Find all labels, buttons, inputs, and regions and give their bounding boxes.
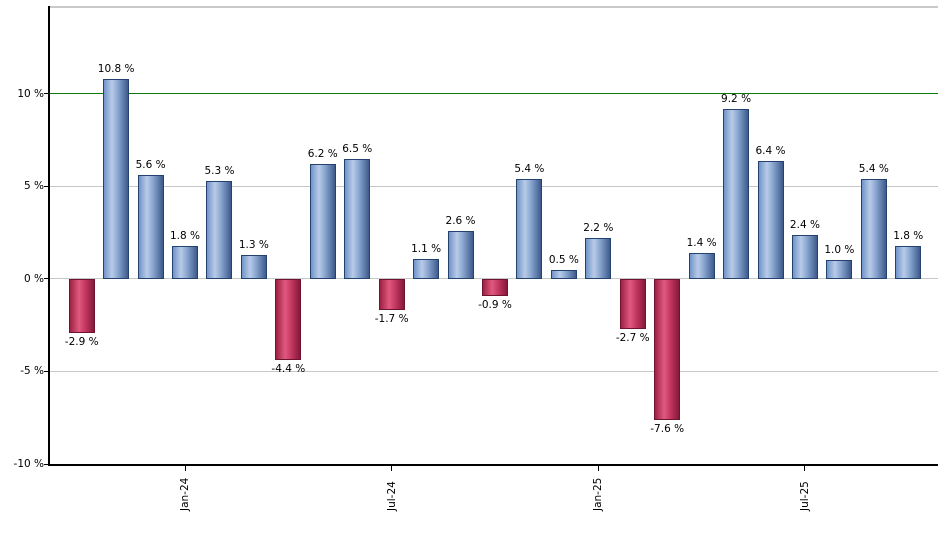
bar-value-label: -2.7 % — [615, 331, 650, 344]
positive-return-bar — [860, 179, 887, 279]
x-tick-mark — [184, 466, 186, 471]
x-axis-line — [48, 464, 938, 466]
y-axis-line — [48, 6, 50, 466]
x-tick-mark — [804, 466, 806, 471]
x-tick-mark — [391, 466, 393, 471]
positive-return-bar — [516, 179, 543, 279]
reference-line-10pct — [50, 92, 938, 95]
bar-value-label: -7.6 % — [650, 422, 685, 435]
plot-top-border — [48, 6, 938, 8]
bar-value-label: -4.4 % — [271, 363, 306, 376]
bar-value-label: -2.9 % — [64, 335, 99, 348]
negative-return-bar — [481, 278, 508, 296]
positive-return-bar — [585, 238, 612, 279]
x-tick-label-jan-24: Jan-24 — [179, 477, 192, 511]
y-tick-label: -5 % — [20, 365, 44, 378]
y-tick-label: 5 % — [24, 180, 44, 193]
bar-value-label: -0.9 % — [478, 298, 512, 311]
bar-value-label: 1.1 % — [411, 242, 442, 255]
bar-value-label: 5.4 % — [514, 163, 545, 176]
bar-value-label: 0.5 % — [548, 253, 579, 266]
positive-return-bar — [240, 254, 267, 279]
bar-value-label: 5.3 % — [204, 164, 235, 177]
bar-value-label: -1.7 % — [374, 313, 409, 326]
bar-value-label: 5.4 % — [858, 163, 889, 176]
positive-return-bar — [447, 230, 474, 279]
gridline-5pct — [50, 185, 938, 187]
bar-value-label: 2.6 % — [445, 214, 476, 227]
positive-return-bar — [757, 160, 784, 279]
negative-return-bar — [619, 278, 646, 329]
y-tick-mark — [44, 278, 48, 280]
positive-return-bar — [137, 175, 164, 279]
positive-return-bar — [206, 180, 233, 279]
positive-return-bar — [791, 234, 818, 279]
bar-value-label: 1.3 % — [238, 238, 269, 251]
bar-value-label: 6.5 % — [342, 142, 373, 155]
y-tick-label: -10 % — [13, 458, 44, 470]
bar-value-label: 2.4 % — [789, 218, 820, 231]
bar-value-label: 10.8 % — [97, 63, 135, 76]
bar-value-label: 6.4 % — [755, 144, 786, 157]
positive-return-bar — [723, 108, 750, 279]
y-tick-label: 10 % — [17, 87, 44, 100]
negative-return-bar — [654, 278, 681, 420]
bar-value-label: 6.2 % — [307, 148, 338, 161]
positive-return-bar — [413, 258, 440, 279]
positive-return-bar — [895, 245, 922, 279]
bar-value-label: 1.8 % — [170, 229, 201, 242]
bar-value-label: 9.2 % — [721, 92, 752, 105]
positive-return-bar — [344, 158, 371, 279]
x-tick-label-jul-25: Jul-25 — [798, 481, 811, 511]
y-tick-mark — [44, 185, 48, 187]
y-tick-mark — [44, 370, 48, 372]
negative-return-bar — [275, 278, 302, 361]
x-tick-label-jan-25: Jan-25 — [592, 477, 605, 511]
gridline--5pct — [50, 370, 938, 372]
positive-return-bar — [550, 269, 577, 279]
negative-return-bar — [68, 278, 95, 333]
y-tick-label: 0 % — [24, 272, 44, 285]
x-tick-label-jul-24: Jul-24 — [385, 481, 398, 511]
x-tick-mark — [597, 466, 599, 471]
y-tick-mark — [44, 93, 48, 95]
positive-return-bar — [826, 260, 853, 279]
bar-value-label: 2.2 % — [583, 222, 614, 235]
negative-return-bar — [378, 278, 405, 311]
positive-return-bar — [103, 79, 130, 279]
positive-return-bar — [309, 164, 336, 279]
bar-value-label: 1.4 % — [686, 237, 717, 250]
bar-value-label: 5.6 % — [135, 159, 166, 172]
bar-value-label: 1.0 % — [824, 244, 855, 257]
y-tick-mark — [44, 463, 48, 465]
bar-value-label: 1.8 % — [893, 229, 924, 242]
positive-return-bar — [688, 253, 715, 279]
positive-return-bar — [172, 245, 199, 279]
